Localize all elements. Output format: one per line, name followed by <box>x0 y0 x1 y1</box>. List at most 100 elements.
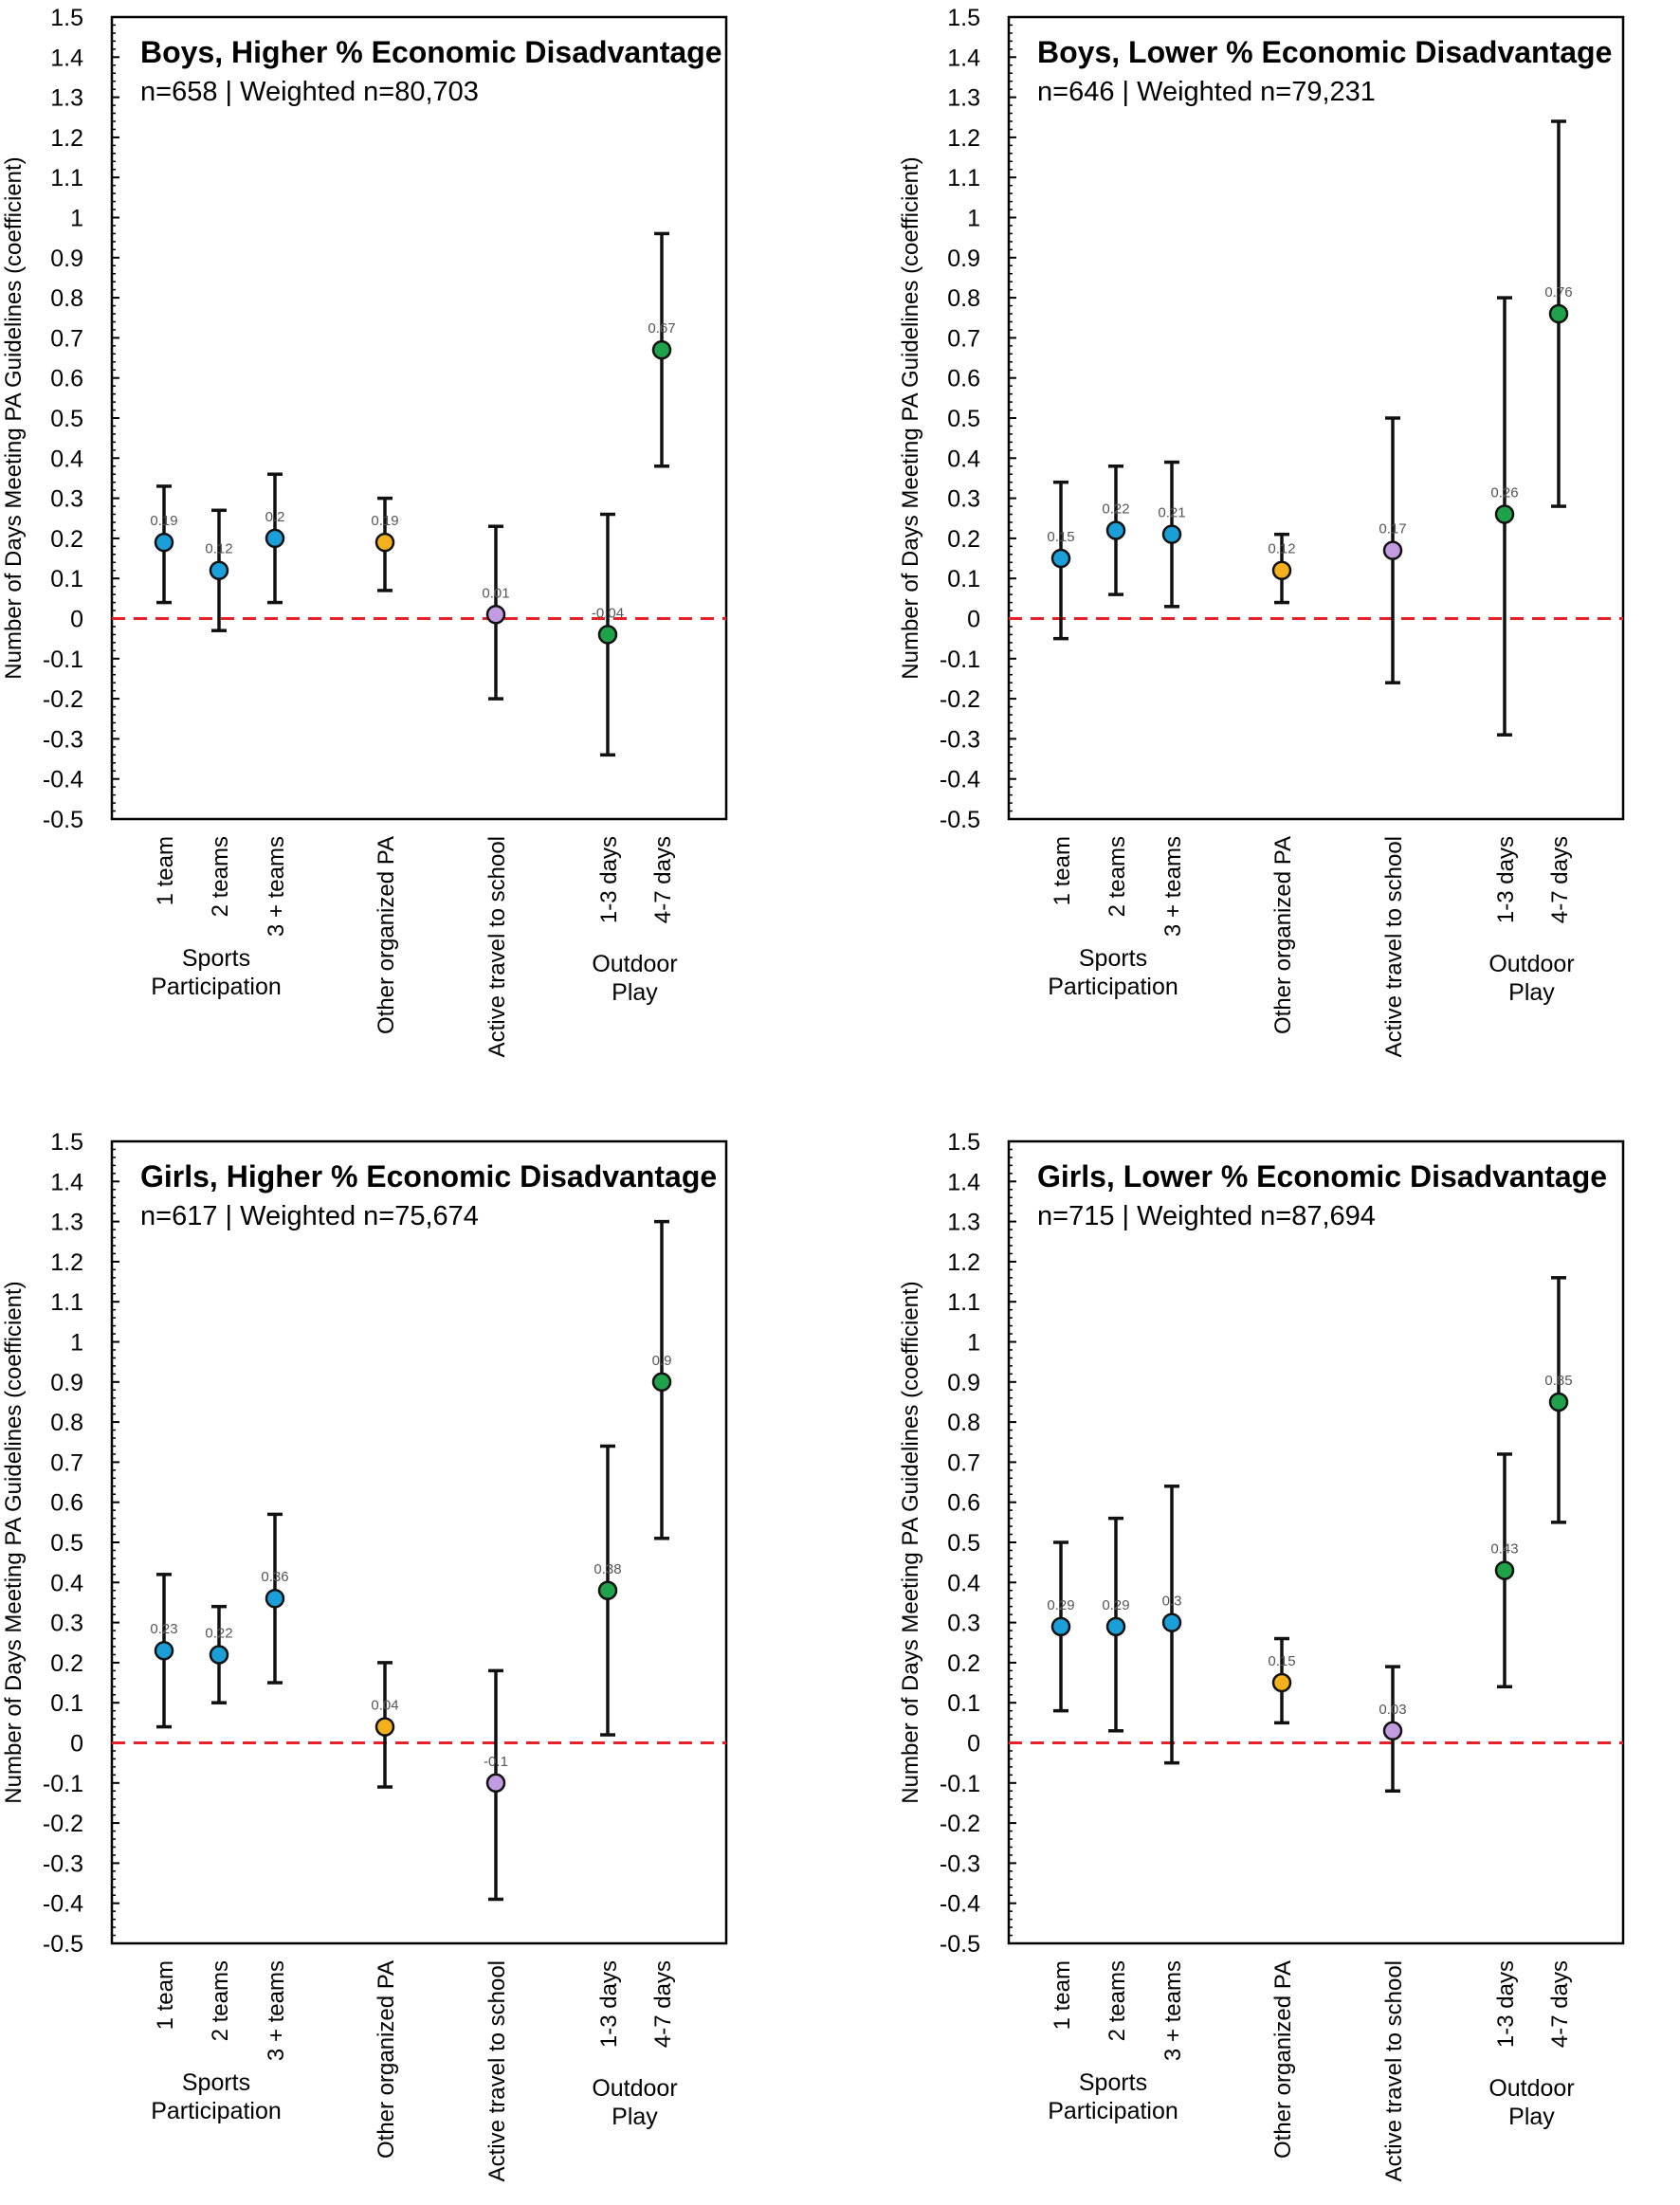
panel-4: 1.5 1.4 1.3 1.2 1.1 1 0.9 0.8 0.7 0.6 0.5 0.4 0.3 0.2… <box>898 1129 1625 2181</box>
y-tick-label: 0 <box>70 607 83 633</box>
y-tick-label: 0.4 <box>947 446 980 472</box>
value-label: 0.76 <box>1544 284 1572 301</box>
y-tick-label: 0.4 <box>947 1570 980 1596</box>
x-category-label: 3 + teams <box>264 1960 289 2061</box>
y-tick-label: 1.5 <box>947 1129 980 1156</box>
group-label-sports: Sports <box>1079 2069 1147 2096</box>
y-tick-label: 0.2 <box>947 1650 980 1677</box>
value-label: 0.36 <box>261 1569 288 1585</box>
y-tick-label: 0.9 <box>947 246 980 272</box>
estimate-point <box>1494 504 1515 524</box>
estimate-point <box>1050 548 1071 569</box>
y-tick-label: -0.1 <box>940 647 980 673</box>
y-axis-title: Number of Days Meeting PA Guidelines (co… <box>898 156 923 679</box>
y-tick-label: 0.3 <box>947 1611 980 1637</box>
x-category-label: 1 team <box>153 836 178 905</box>
value-label: 0.12 <box>205 541 232 557</box>
y-tick-label: -0.1 <box>940 1771 980 1797</box>
y-tick-label: -0.5 <box>940 1931 980 1958</box>
y-tick-label: 0.6 <box>50 1490 83 1517</box>
y-tick-label: 0.9 <box>947 1370 980 1396</box>
estimate-point <box>597 1580 618 1601</box>
y-tick-label: 0.9 <box>50 1370 83 1396</box>
value-label: 0.23 <box>150 1621 177 1637</box>
group-label-participation: Participation <box>151 974 282 1000</box>
group-label-outdoor: Outdoor <box>1488 951 1574 977</box>
group-label-participation: Participation <box>1048 974 1178 1000</box>
x-category-label: 1-3 days <box>1493 1960 1519 2048</box>
y-tick-label: 1 <box>70 206 83 232</box>
value-label: 0.03 <box>1379 1702 1406 1718</box>
estimate-point <box>154 1640 174 1661</box>
x-category-label: 4-7 days <box>650 1960 676 2048</box>
y-tick-label: 1.4 <box>50 1169 83 1195</box>
y-tick-label: 0.1 <box>50 566 83 592</box>
y-tick-label: -0.3 <box>43 1850 83 1877</box>
y-tick-label: 0.6 <box>947 1490 980 1517</box>
estimate-point <box>1105 1616 1126 1637</box>
x-category-label: Other organized PA <box>374 1960 399 2159</box>
y-tick-label: 1.5 <box>50 5 83 31</box>
y-tick-label: 0 <box>967 1731 980 1758</box>
group-label-play: Play <box>1508 2104 1555 2130</box>
panel-title: Girls, Lower % Economic Disadvantage <box>1037 1159 1607 1194</box>
value-label: 0.22 <box>205 1625 232 1641</box>
group-label-outdoor: Outdoor <box>592 951 677 977</box>
x-category-label: Other organized PA <box>374 836 399 1034</box>
x-category-label: 1-3 days <box>1493 836 1519 923</box>
value-label: 0.38 <box>593 1561 621 1577</box>
value-label: 0.67 <box>648 320 675 337</box>
x-category-label: Other organized PA <box>1270 836 1296 1034</box>
value-label: 0.29 <box>1102 1597 1129 1613</box>
y-tick-label: 1.4 <box>947 1169 980 1195</box>
value-label: 0.9 <box>652 1353 672 1369</box>
x-category-label: Other organized PA <box>1270 1960 1296 2159</box>
y-tick-label: 0.5 <box>947 406 980 432</box>
value-label: 0.12 <box>1268 541 1295 557</box>
value-label: -0.04 <box>592 605 624 621</box>
y-tick-label: 1 <box>967 1330 980 1357</box>
group-label-sports: Sports <box>182 945 250 972</box>
estimate-point <box>265 528 285 549</box>
y-tick-label: -0.1 <box>43 647 83 673</box>
x-category-label: 1 team <box>1050 1960 1075 2030</box>
x-category-label: 1-3 days <box>596 1960 622 2048</box>
estimate-point <box>209 1645 229 1665</box>
y-tick-label: -0.3 <box>940 1850 980 1877</box>
group-label-outdoor: Outdoor <box>1488 2075 1574 2102</box>
y-tick-label: -0.2 <box>940 1811 980 1837</box>
y-tick-label: -0.5 <box>43 807 83 833</box>
x-category-label: 2 teams <box>208 836 233 917</box>
x-category-label: 2 teams <box>208 1960 233 2041</box>
estimate-point <box>1271 560 1292 580</box>
estimate-point <box>651 1372 672 1393</box>
y-tick-label: 0.8 <box>947 1410 980 1436</box>
x-category-label: 3 + teams <box>264 836 289 937</box>
y-tick-label: 1.2 <box>50 125 83 152</box>
y-tick-label: 0.7 <box>50 325 83 352</box>
x-category-label: Active travel to school <box>1381 836 1407 1057</box>
estimate-point <box>374 1717 395 1737</box>
group-label-participation: Participation <box>151 2098 282 2124</box>
x-category-label: 1-3 days <box>596 836 622 923</box>
panel-title: Boys, Higher % Economic Disadvantage <box>140 35 722 69</box>
y-tick-label: -0.2 <box>940 686 980 713</box>
y-tick-label: -0.4 <box>43 767 83 793</box>
x-category-label: Active travel to school <box>1381 1960 1407 2181</box>
y-tick-label: 1.5 <box>947 5 980 31</box>
y-tick-label: 0 <box>967 607 980 633</box>
y-tick-label: 0 <box>70 1731 83 1758</box>
y-tick-label: 0.7 <box>947 1449 980 1476</box>
panel-subtitle: n=646 | Weighted n=79,231 <box>1037 77 1376 107</box>
y-tick-label: 0.2 <box>50 1650 83 1677</box>
y-tick-label: 1.2 <box>947 125 980 152</box>
y-tick-label: 0.3 <box>50 486 83 513</box>
panel-title: Girls, Higher % Economic Disadvantage <box>140 1159 717 1194</box>
value-label: 0.2 <box>265 509 285 525</box>
y-tick-label: 1.1 <box>947 165 980 191</box>
value-label: 0.26 <box>1490 485 1518 501</box>
estimate-point <box>1382 540 1403 560</box>
y-tick-label: -0.2 <box>43 686 83 713</box>
value-label: 0.19 <box>150 513 177 529</box>
